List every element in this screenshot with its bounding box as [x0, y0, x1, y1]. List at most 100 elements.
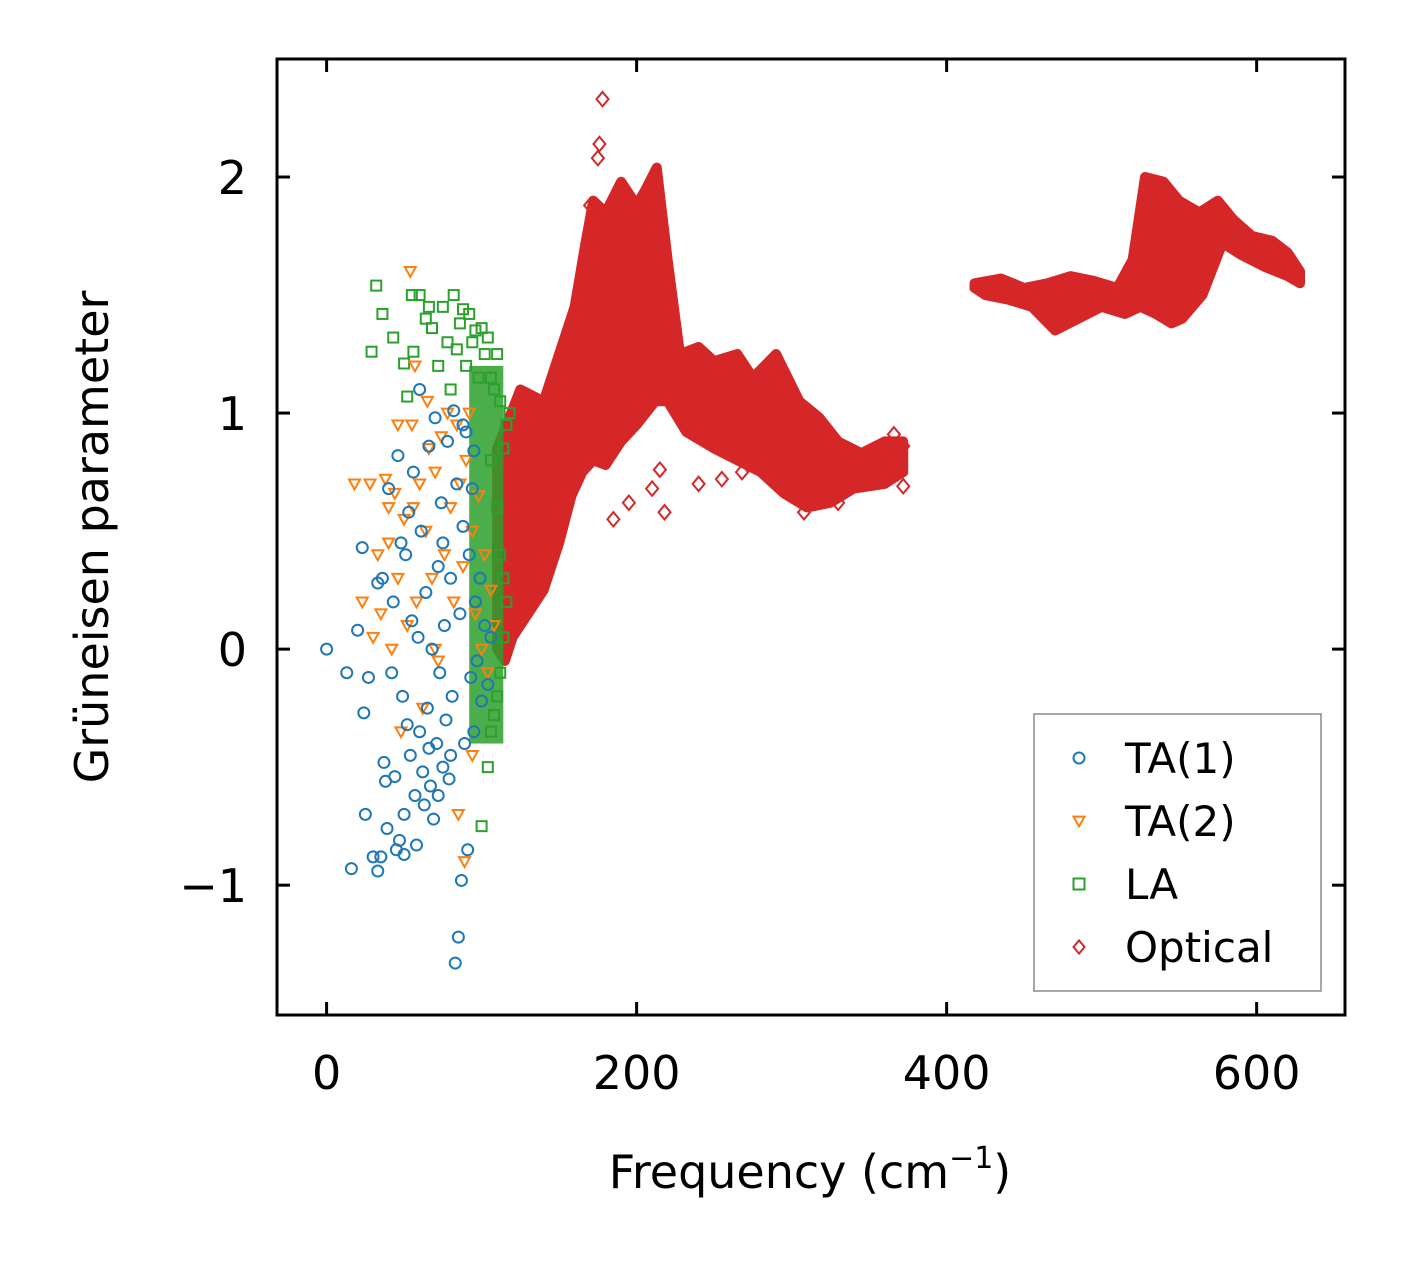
ta1-point: [444, 571, 458, 585]
la-point: [488, 709, 501, 722]
la-point: [491, 690, 504, 703]
ta2-point: [409, 596, 424, 610]
la-point: [441, 336, 454, 349]
la-point: [422, 300, 435, 313]
ta2-point: [384, 643, 399, 657]
ta2-point: [355, 596, 370, 610]
x-axis-title-superscript: −1: [949, 1141, 993, 1176]
optical-point: [590, 149, 606, 167]
ta1-point: [402, 505, 416, 519]
ta1-point: [456, 519, 470, 533]
optical-point: [582, 196, 598, 215]
la-point: [398, 357, 411, 370]
ta1-point: [484, 630, 498, 644]
ta2-point: [424, 572, 440, 586]
ta2-point: [381, 502, 396, 516]
legend-marker: [1072, 877, 1086, 891]
ta1-point: [396, 689, 410, 703]
la-point: [444, 383, 457, 396]
ta2-point: [465, 525, 480, 539]
la-point: [401, 390, 414, 403]
ta1-point: [410, 838, 424, 852]
ta2-point: [347, 478, 362, 492]
ta1-point: [456, 418, 470, 432]
ta2-point: [362, 478, 378, 492]
axes-layer: 0 200 400 600 −1 0 1 2: [179, 57, 1347, 1100]
la-point: [469, 324, 482, 337]
ta1-point: [422, 439, 436, 453]
optical-point: [621, 494, 637, 512]
y-tick-label: 2: [218, 151, 247, 205]
ta1-point: [397, 807, 411, 821]
ta1-point: [355, 541, 369, 555]
la-point: [447, 289, 460, 302]
ta1-point: [366, 850, 380, 864]
ta1-point: [361, 670, 375, 684]
ta1-point: [431, 560, 445, 574]
legend-label: TA(2): [1124, 797, 1236, 846]
ta1-point: [422, 741, 436, 755]
optical-point: [657, 503, 672, 521]
optical-point: [652, 460, 668, 479]
la-point: [472, 371, 485, 384]
y-axis-title: Grüneisen parameter: [65, 290, 119, 783]
la-point: [497, 442, 510, 455]
ta1-point: [475, 694, 489, 708]
ta1-point: [394, 536, 408, 550]
legend-marker: [1072, 751, 1086, 765]
ta1-point: [458, 737, 472, 751]
ta1-point: [442, 772, 456, 786]
optical-point: [830, 494, 846, 512]
la-point: [494, 666, 507, 679]
x-axis-title-suffix: ): [993, 1145, 1011, 1199]
ta1-point: [427, 812, 441, 826]
ta1-point: [371, 864, 385, 878]
la-point: [497, 631, 510, 644]
ta1-point: [448, 956, 462, 970]
legend-label: LA: [1125, 860, 1178, 909]
plot-area: [320, 90, 1306, 970]
x-tick-label: 200: [593, 1046, 681, 1100]
la-point: [500, 418, 513, 431]
ta1-point: [464, 670, 478, 684]
ta1-point: [413, 725, 427, 739]
ta1-point: [357, 706, 371, 720]
la-point: [475, 322, 488, 335]
la-point: [484, 454, 497, 467]
ta1-point: [481, 678, 495, 692]
optical-point: [595, 90, 610, 108]
la-point: [436, 300, 449, 313]
la-point: [478, 348, 491, 361]
ta1-point: [406, 465, 420, 479]
la-point: [484, 371, 497, 384]
ta2-point: [446, 596, 461, 610]
ta1-point: [453, 607, 467, 621]
la-point: [500, 595, 513, 608]
ta2-point: [465, 749, 480, 763]
ta1-point: [454, 873, 468, 887]
ta2-point: [477, 549, 492, 563]
x-axis-title-main: Frequency (cm: [609, 1145, 949, 1199]
ta2-point: [486, 620, 502, 634]
ta1-point: [405, 614, 419, 628]
ta2-point: [427, 466, 443, 480]
ta1-point: [419, 585, 433, 599]
optical-point: [714, 470, 730, 488]
ta1-point: [377, 755, 391, 769]
optical-point: [886, 425, 902, 444]
ta1-point: [397, 847, 411, 861]
ta1-point: [403, 748, 417, 762]
ta1-point: [447, 404, 461, 418]
optical-point: [637, 262, 652, 281]
la-point: [494, 395, 507, 408]
la-point: [481, 331, 494, 344]
y-tick-label: −1: [179, 859, 247, 913]
la-point: [413, 289, 426, 302]
la-point: [365, 345, 378, 358]
ta1-point: [462, 548, 476, 562]
ta2-point: [370, 549, 385, 563]
ta1-point: [467, 725, 481, 739]
la-point: [491, 348, 504, 361]
la-point: [497, 572, 510, 585]
